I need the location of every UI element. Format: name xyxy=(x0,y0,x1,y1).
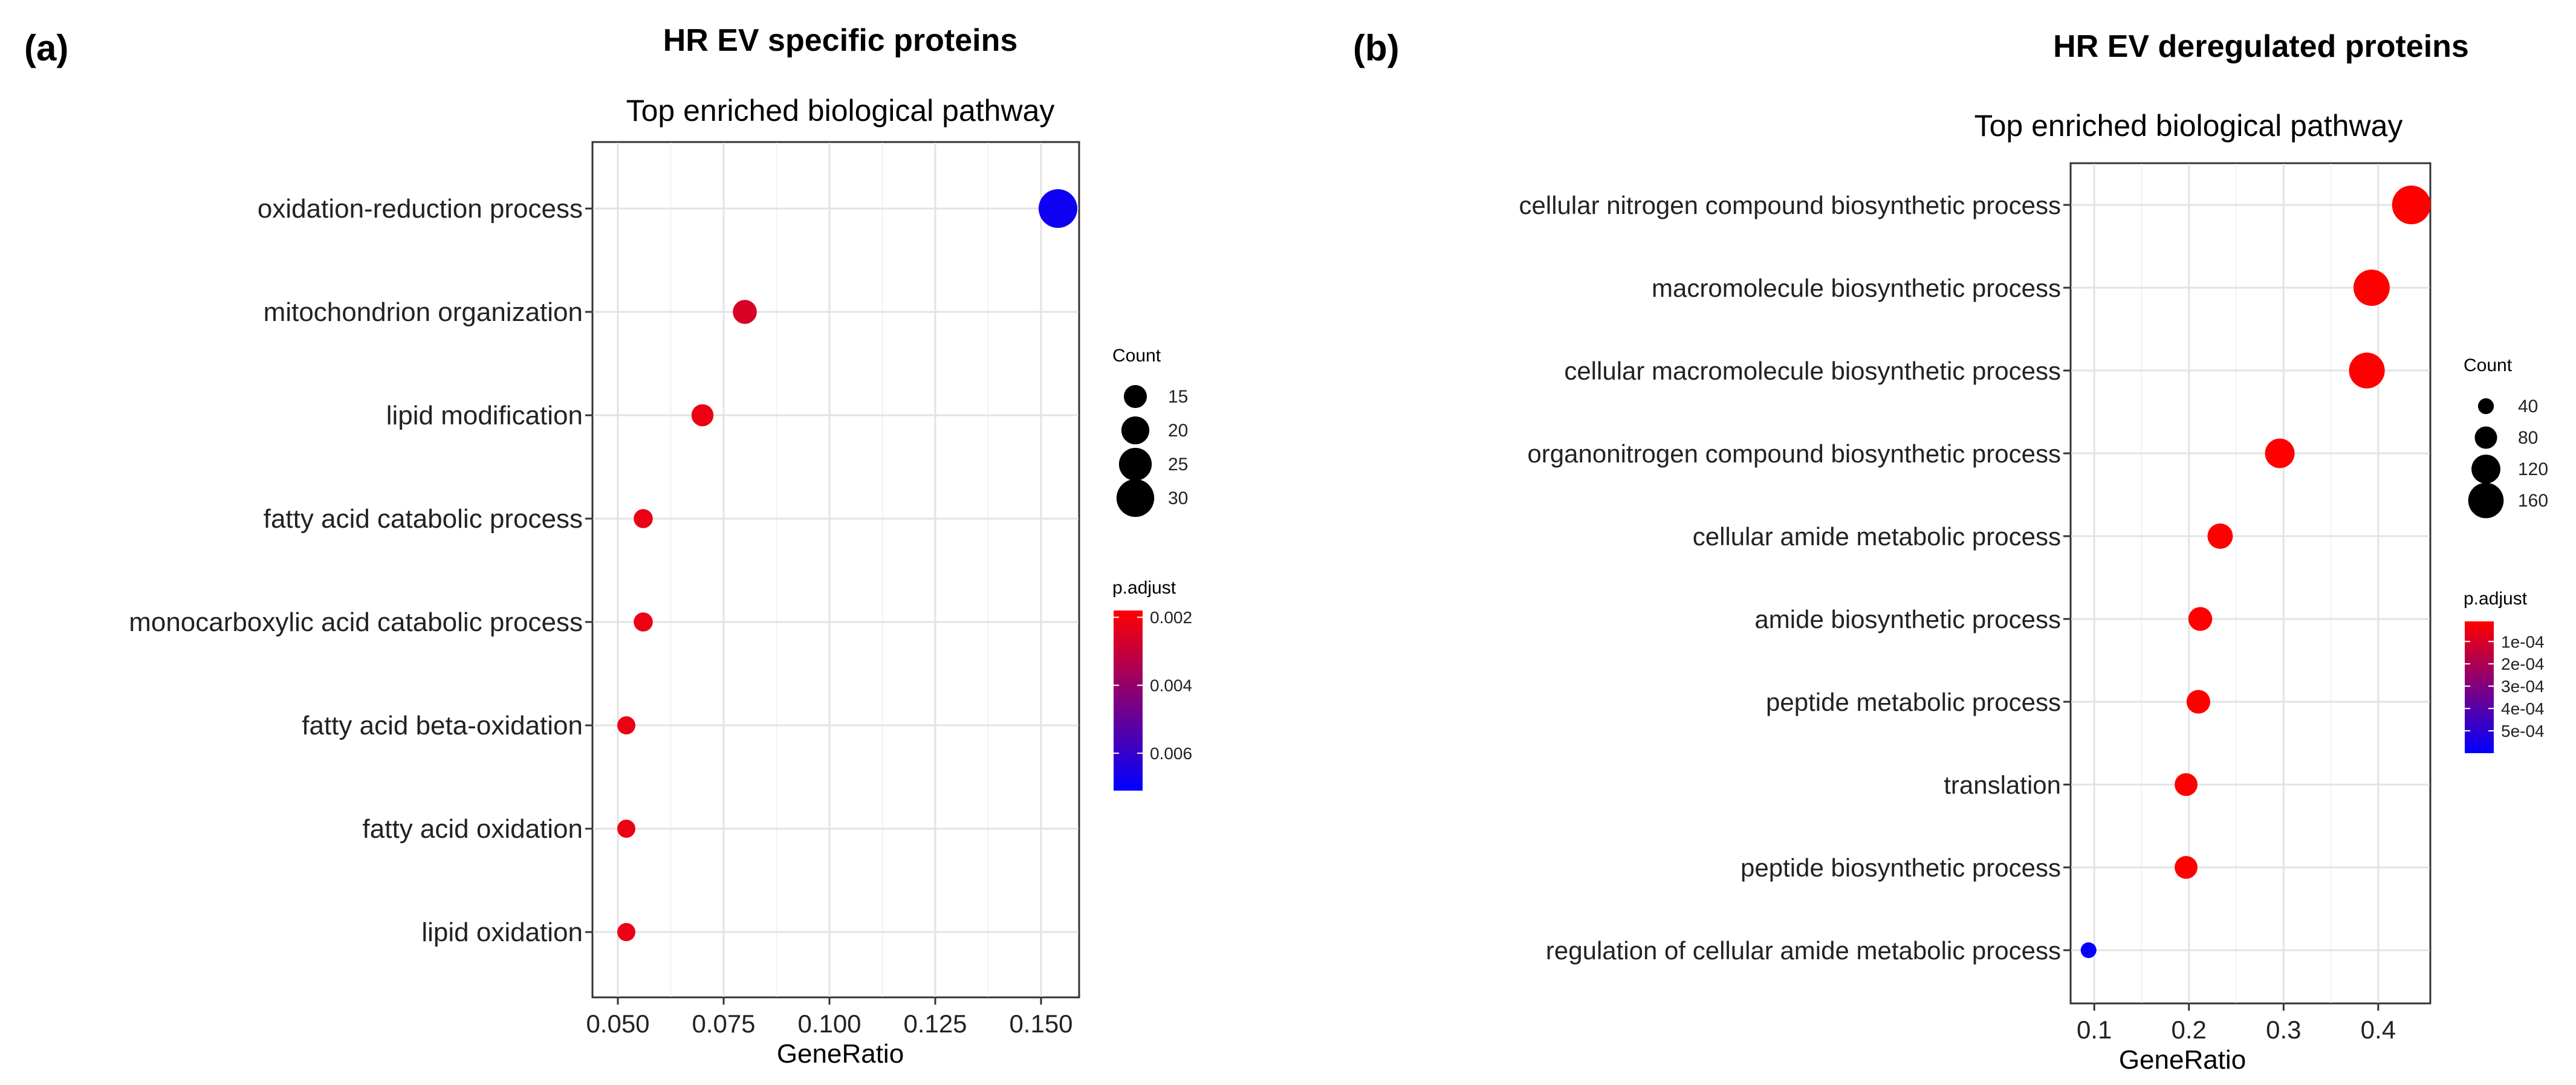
panel-a-x-tick-label: 0.050 xyxy=(586,1009,649,1038)
panel-b-colorbar-tick-label: 4e-04 xyxy=(2501,699,2545,718)
panel-a-x-tick-label: 0.075 xyxy=(692,1009,755,1038)
panel-b-title: Top enriched biological pathway xyxy=(1974,109,2403,143)
panel-a-data-point xyxy=(617,923,635,941)
panel-a-term-label: fatty acid beta-oxidation xyxy=(302,711,583,740)
panel-b-colorbar-tick-label: 5e-04 xyxy=(2501,722,2545,740)
panel-b-size-legend-keys: 40 80 120 160 xyxy=(2468,397,2548,519)
panel-a-x-tick-label: 0.100 xyxy=(797,1009,861,1038)
panel-b-padjust-legend: p.adjust 1e-04 2e-04 3e-04 4e-04 5e-04 xyxy=(2464,589,2545,753)
panel-a-x-tick-label: 0.150 xyxy=(1009,1009,1072,1038)
panel-b-x-tick-label: 0.3 xyxy=(2266,1015,2301,1044)
panel-b-data-point xyxy=(2080,942,2097,958)
panel-b-term-label: macromolecule biosynthetic process xyxy=(1652,274,2061,302)
panel-a-size-key xyxy=(1123,384,1147,409)
panel-a-padjust-legend: p.adjust 0.002 0.004 0.006 xyxy=(1112,578,1192,791)
panel-b-header: HR EV deregulated proteins xyxy=(2053,29,2469,64)
panel-b-size-key-label: 120 xyxy=(2518,459,2548,479)
panel-b-data-point xyxy=(2207,523,2233,549)
panel-b-colorbar-tick-label: 1e-04 xyxy=(2501,632,2545,651)
panel-b-x-tick-label: 0.2 xyxy=(2172,1015,2207,1044)
panel-a-size-legend-keys: 15 20 25 30 xyxy=(1116,384,1188,517)
panel-a-term-label: mitochondrion organization xyxy=(264,297,583,327)
panel-b-size-key-label: 80 xyxy=(2518,428,2538,448)
panel-a-header: HR EV specific proteins xyxy=(663,23,1018,58)
panel-b-data-point xyxy=(2186,690,2210,714)
panel-b-x-tick-label: 0.4 xyxy=(2361,1015,2396,1044)
panel-a-plot-frame xyxy=(591,141,1080,999)
panel-b-term-label: cellular macromolecule biosynthetic proc… xyxy=(1564,357,2061,385)
panel-b-term-label: cellular amide metabolic process xyxy=(1693,522,2061,551)
panel-a-padjust-legend-title: p.adjust xyxy=(1112,578,1176,598)
panel-b-data-point xyxy=(2349,352,2385,389)
panel-a-data-point xyxy=(1039,189,1077,228)
panel-b-size-key-label: 40 xyxy=(2518,397,2538,416)
panel-a-plot: 0.050 0.075 0.100 0.125 0.150 oxidation-reduc… xyxy=(129,141,1080,1038)
panel-b-count-legend: Count 40 80 120 160 xyxy=(2464,355,2548,519)
panel-b-plot: 0.1 0.2 0.3 0.4 cellular nitrogen compound b… xyxy=(1519,162,2432,1044)
panel-b-size-key xyxy=(2471,455,2500,484)
panel-b-data-point xyxy=(2175,856,2198,879)
panel-b-size-key-label: 160 xyxy=(2518,491,2548,511)
panel-b-term-label: peptide biosynthetic process xyxy=(1741,853,2061,882)
panel-a-size-key-label: 30 xyxy=(1168,488,1188,508)
panel-b-data-point xyxy=(2353,270,2390,306)
panel-b-term-label: regulation of cellular amide metabolic p… xyxy=(1546,936,2061,965)
panel-b-data-point xyxy=(2392,186,2431,224)
panel-a-size-key xyxy=(1121,416,1150,445)
panel-b-colorbar-ticks: 1e-04 2e-04 3e-04 4e-04 5e-04 xyxy=(2465,632,2545,740)
panel-b-xlabel: GeneRatio xyxy=(2119,1045,2246,1075)
panel-a-term-label: monocarboxylic acid catabolic process xyxy=(129,607,583,637)
panel-b-colorbar-tick-label: 2e-04 xyxy=(2501,655,2545,673)
panel-b-count-legend-title: Count xyxy=(2464,355,2513,375)
panel-b-colorbar-tick-label: 3e-04 xyxy=(2501,677,2545,696)
panel-a-data-point xyxy=(617,716,635,734)
panel-b-size-key xyxy=(2468,482,2504,519)
panel-b-term-label: cellular nitrogen compound biosynthetic … xyxy=(1519,191,2062,219)
panel-a-term-label: fatty acid oxidation xyxy=(363,814,583,844)
panel-b-padjust-legend-title: p.adjust xyxy=(2464,589,2528,609)
panel-a-term-label: lipid modification xyxy=(386,401,583,430)
panel-b-term-label: translation xyxy=(1944,771,2061,799)
panel-a-data-point xyxy=(634,612,653,632)
panel-a-title: Top enriched biological pathway xyxy=(626,94,1055,128)
panel-b-label: (b) xyxy=(1353,28,1400,68)
panel-a-colorbar xyxy=(1114,611,1143,791)
panel-a-count-legend-title: Count xyxy=(1112,346,1161,366)
panel-b-size-key xyxy=(2474,426,2497,449)
panel-b-term-label: amide biosynthetic process xyxy=(1754,605,2061,633)
panel-a-colorbar-ticks: 0.002 0.004 0.006 xyxy=(1114,608,1192,763)
panel-a-data-point xyxy=(733,300,757,324)
panel-a-colorbar-tick-label: 0.004 xyxy=(1150,676,1192,695)
panel-a-size-key-label: 20 xyxy=(1168,421,1188,441)
panel-a-colorbar-tick-label: 0.006 xyxy=(1150,744,1192,763)
panel-b-data-point xyxy=(2175,773,2198,796)
panel-a-term-label: oxidation-reduction process xyxy=(258,194,583,224)
panel-a-size-key xyxy=(1118,447,1152,481)
panel-b-x-tick-label: 0.1 xyxy=(2077,1015,2112,1044)
panel-a-x-tick-label: 0.125 xyxy=(903,1009,967,1038)
panel-a-size-key-label: 15 xyxy=(1168,387,1188,407)
panel-b-data-point xyxy=(2188,607,2213,631)
panel-b-data-point xyxy=(2265,438,2295,468)
panel-a-xlabel: GeneRatio xyxy=(777,1039,904,1069)
panel-a-term-label: fatty acid catabolic process xyxy=(264,504,583,534)
panel-a-data-point xyxy=(634,509,653,528)
panel-a-label: (a) xyxy=(24,28,68,68)
panel-b-term-label: organonitrogen compound biosynthetic pro… xyxy=(1527,439,2061,468)
panel-b-size-key xyxy=(2477,398,2494,415)
panel-a-count-legend: Count 15 20 25 30 xyxy=(1112,346,1188,517)
panel-a-size-key xyxy=(1116,479,1155,517)
panel-a-data-point xyxy=(617,820,635,838)
panel-b-term-label: peptide metabolic process xyxy=(1766,688,2061,716)
panel-a-colorbar-tick-label: 0.002 xyxy=(1150,608,1192,627)
panel-a-size-key-label: 25 xyxy=(1168,455,1188,474)
panel-a-data-point xyxy=(691,404,714,427)
panel-a-term-label: lipid oxidation xyxy=(421,918,583,947)
